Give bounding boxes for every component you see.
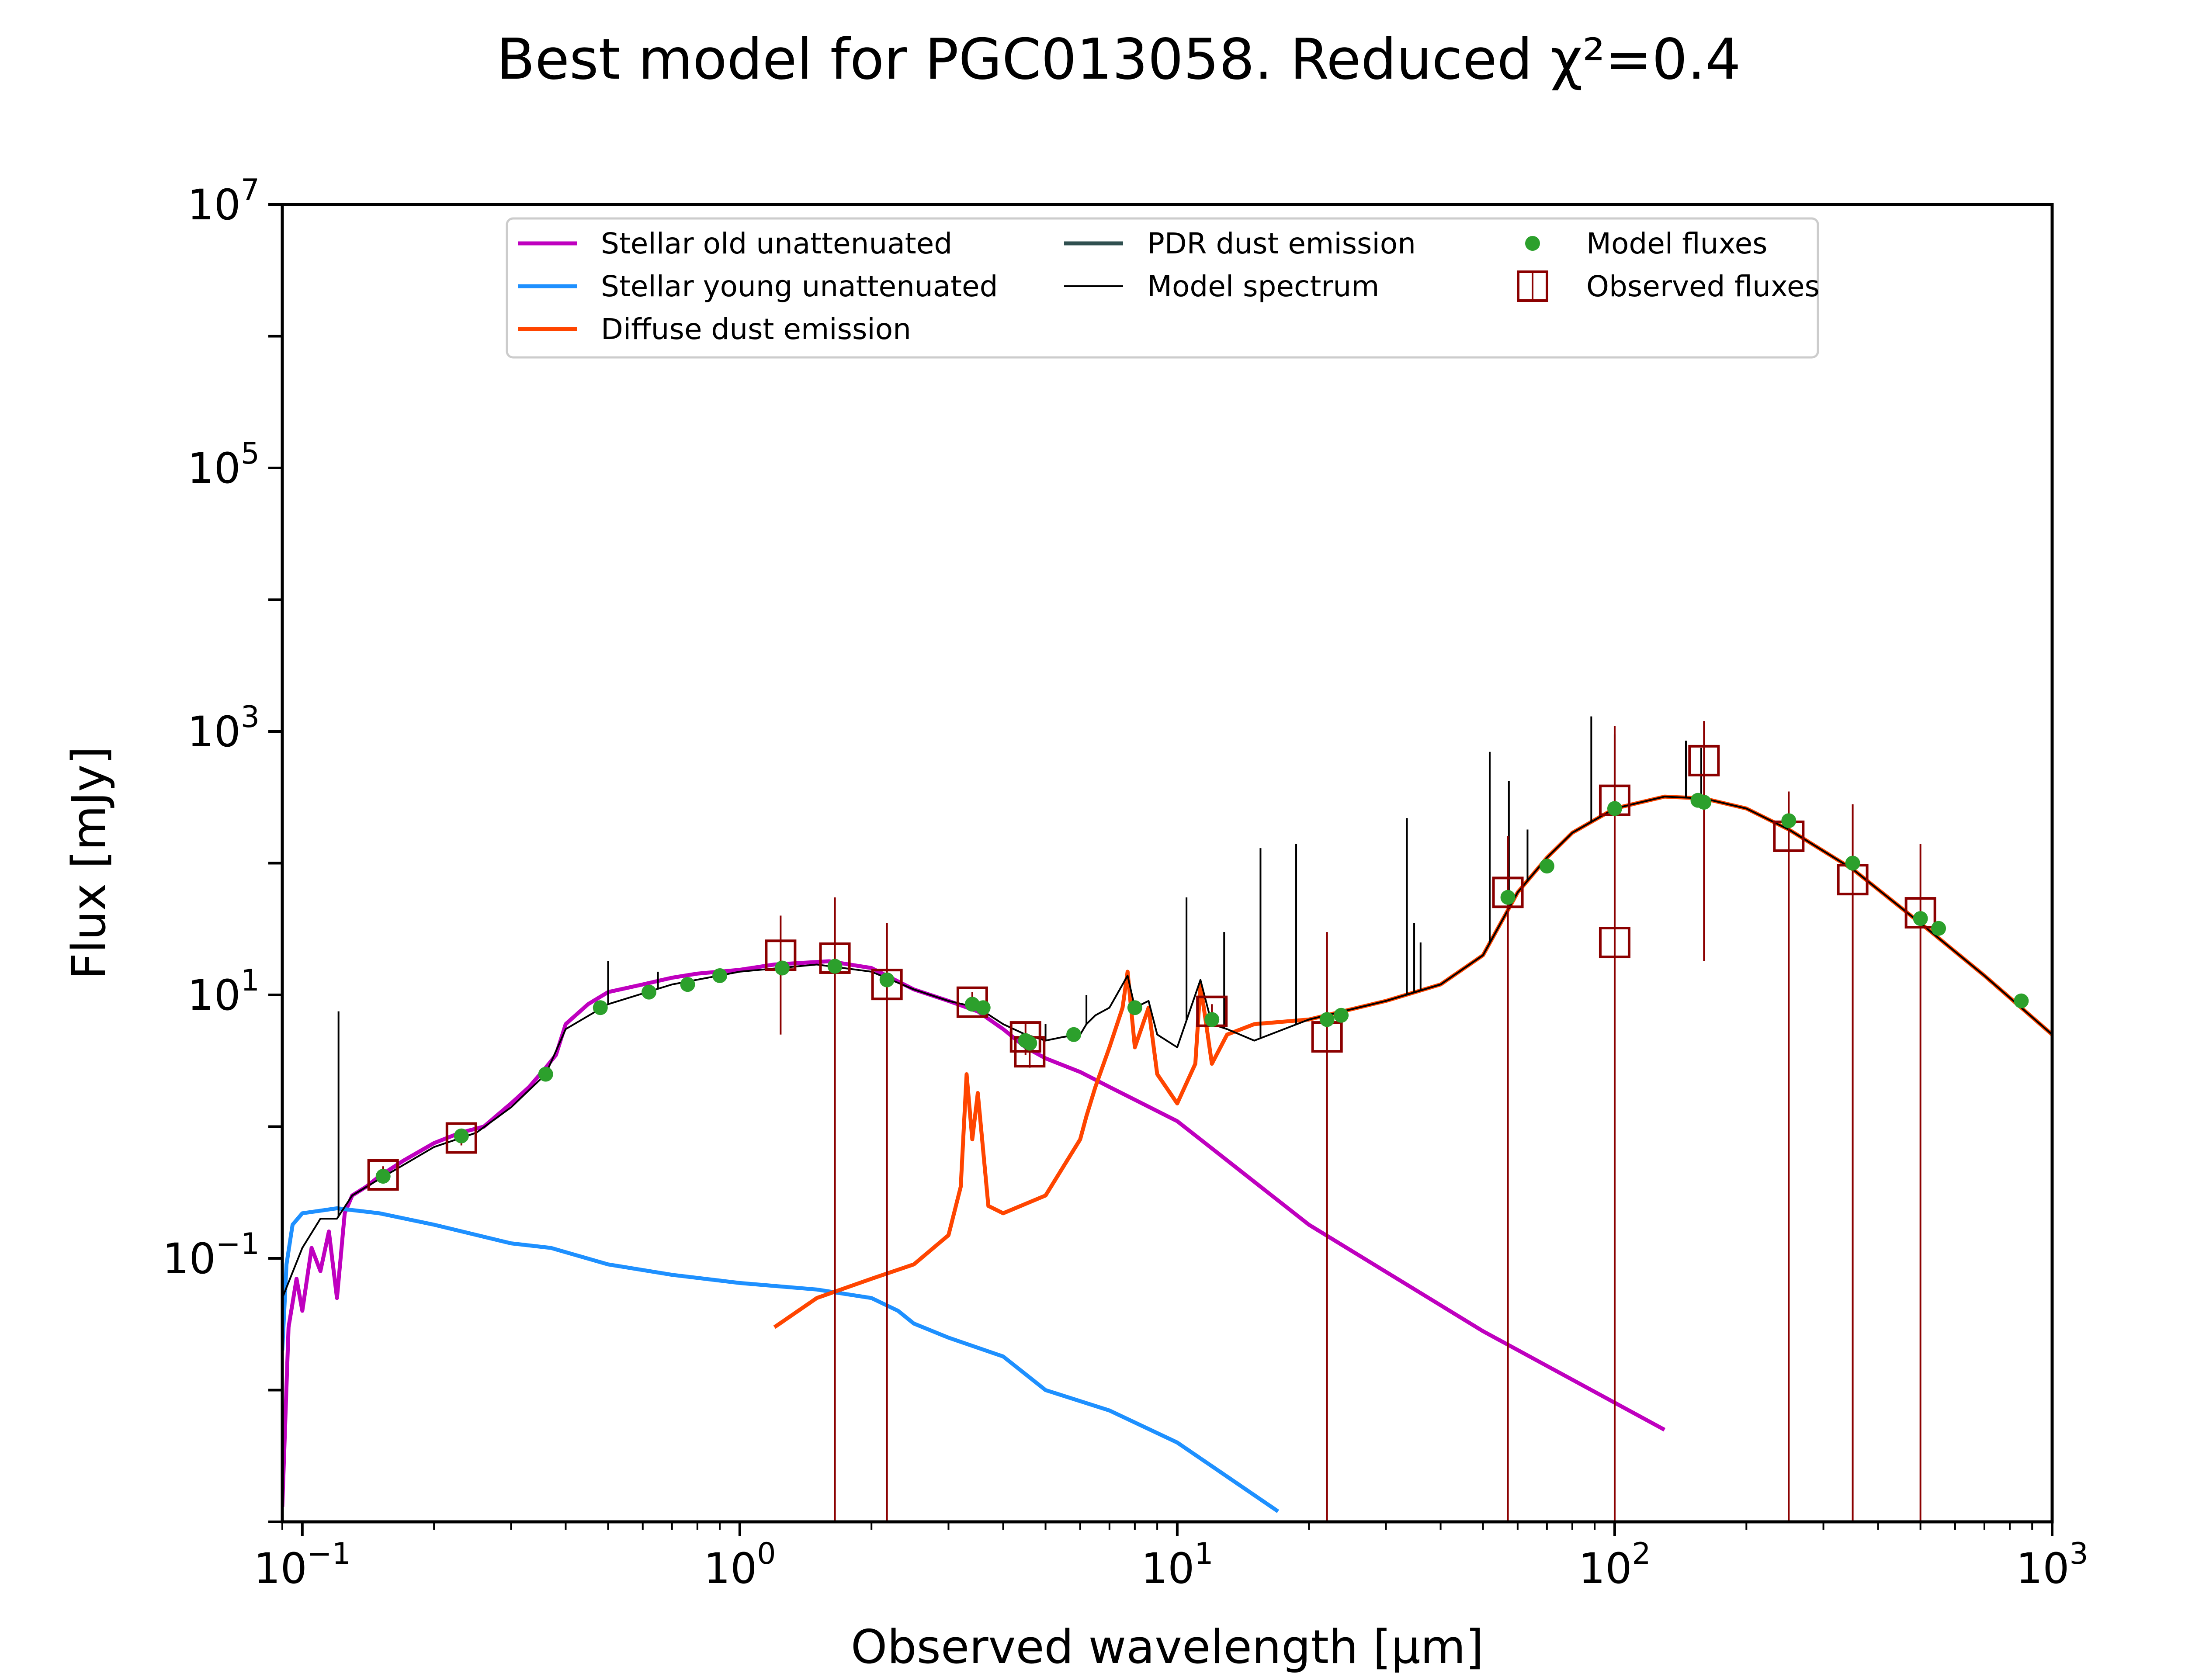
legend-item-observed-fluxes-label: Observed fluxes <box>1586 270 1820 303</box>
legend-item-stellar-young-unattenuated: Stellar young unattenuated <box>518 270 998 303</box>
observed-flux-marker-10 <box>1492 876 1524 908</box>
model-flux-point-14 <box>1066 1027 1082 1042</box>
legend-item-model-fluxes-swatch <box>1525 236 1540 251</box>
legend-item-stellar-young-unattenuated-label: Stellar young unattenuated <box>601 270 998 303</box>
legend-item-stellar-old-unattenuated: Stellar old unattenuated <box>518 227 952 260</box>
model-flux-point-11 <box>975 1000 991 1015</box>
series-line-model-spectrum <box>282 796 2052 1299</box>
y-tick-label: 103 <box>187 700 260 756</box>
observed-flux-marker-4 <box>871 969 903 1001</box>
model-flux-point-2 <box>538 1067 553 1082</box>
model-flux-point-21 <box>1607 801 1622 816</box>
legend-item-pdr-dust-emission: PDR dust emission <box>1064 227 1416 260</box>
chart-title: Best model for PGC013058. Reduced χ²=0.4 <box>496 27 1741 92</box>
legend-item-model-spectrum: Model spectrum <box>1064 270 1379 303</box>
model-flux-point-3 <box>593 1000 608 1015</box>
model-flux-point-28 <box>2014 993 2029 1008</box>
y-tick-label: 101 <box>187 963 260 1020</box>
model-flux-point-0 <box>375 1169 391 1184</box>
model-flux-point-25 <box>1845 856 1860 871</box>
model-flux-point-23 <box>1696 795 1712 810</box>
legend-item-diffuse-dust-emission: Diffuse dust emission <box>518 312 911 346</box>
observed-flux-marker-13 <box>1688 745 1720 776</box>
model-flux-point-8 <box>827 959 843 974</box>
y-tick-label: 107 <box>187 173 260 229</box>
y-tick-label: 10−1 <box>163 1227 260 1283</box>
observed-flux-marker-16 <box>1904 897 1936 929</box>
x-axis-label: Observed wavelength [μm] <box>851 1620 1484 1674</box>
plot-area <box>282 716 2052 1522</box>
legend-item-stellar-old-unattenuated-label: Stellar old unattenuated <box>601 227 952 260</box>
model-flux-point-9 <box>879 972 895 987</box>
observed-flux-marker-0 <box>367 1159 399 1191</box>
x-tick-label: 103 <box>2016 1537 2088 1593</box>
model-flux-point-6 <box>712 968 728 983</box>
model-flux-point-5 <box>680 977 695 992</box>
legend-item-model-spectrum-label: Model spectrum <box>1147 270 1379 303</box>
x-tick-label: 100 <box>704 1537 776 1593</box>
legend-item-diffuse-dust-emission-label: Diffuse dust emission <box>601 312 911 346</box>
legend-item-model-fluxes: Model fluxes <box>1525 227 1768 260</box>
model-flux-point-27 <box>1931 921 1946 936</box>
model-flux-point-16 <box>1204 1012 1220 1027</box>
y-tick-label: 105 <box>187 436 260 493</box>
x-tick-label: 10−1 <box>254 1537 351 1593</box>
legend-item-observed-fluxes: Observed fluxes <box>1517 270 1820 303</box>
x-tick-label: 102 <box>1578 1537 1651 1593</box>
plot-content <box>282 716 2052 1522</box>
model-flux-point-26 <box>1913 911 1928 926</box>
legend-item-model-fluxes-label: Model fluxes <box>1586 227 1768 260</box>
y-axis-label: Flux [mJy] <box>62 746 116 980</box>
legend-item-pdr-dust-emission-label: PDR dust emission <box>1147 227 1416 260</box>
model-flux-point-15 <box>1127 1000 1142 1015</box>
model-flux-point-20 <box>1539 859 1554 874</box>
model-flux-point-7 <box>774 960 790 976</box>
model-flux-point-4 <box>642 984 657 1000</box>
series-line-stellar-old-unattenuated <box>282 959 1666 1507</box>
observed-flux-marker-12 <box>1599 927 1630 959</box>
model-flux-point-24 <box>1781 813 1797 828</box>
model-flux-point-18 <box>1334 1008 1349 1023</box>
axis-ticks: 10−1 100 101 102 103 10−1 101 103 105 107 <box>163 173 2088 1593</box>
observed-flux-marker-1 <box>445 1122 477 1154</box>
x-tick-label: 101 <box>1141 1537 1213 1593</box>
model-flux-point-19 <box>1500 890 1516 905</box>
series-line-stellar-young-unattenuated <box>282 1206 1280 1513</box>
legend-box <box>506 217 1819 359</box>
model-flux-point-13 <box>1022 1036 1037 1051</box>
legend: Stellar old unattenuated Stellar young un… <box>506 217 1820 359</box>
model-flux-point-1 <box>454 1128 469 1143</box>
model-flux-point-17 <box>1319 1012 1335 1027</box>
